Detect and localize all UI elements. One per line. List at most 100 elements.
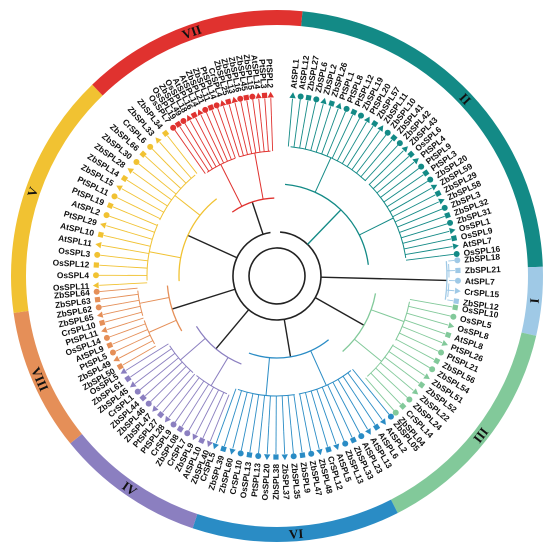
leaf-marker-triangle [449, 228, 456, 235]
branch [218, 394, 230, 420]
tip-branch [427, 345, 439, 352]
leaf-marker-circle [343, 105, 350, 112]
tip-branch [367, 130, 380, 148]
branch [268, 395, 271, 426]
branch [175, 146, 198, 174]
branch [293, 394, 300, 431]
branch [375, 367, 399, 390]
clade-numeral: VII [180, 22, 203, 43]
leaf-marker-triangle [316, 448, 323, 456]
leaf-label: OsSPL16 [463, 244, 501, 258]
tip-branch [418, 350, 435, 360]
branch [184, 380, 205, 409]
tip-branch [351, 121, 367, 147]
leaf-marker-circle [133, 158, 140, 165]
leaf-marker-square [246, 451, 253, 458]
ring-segment-viii [13, 310, 82, 444]
tip-branch [330, 108, 339, 128]
tip-branch [312, 421, 320, 450]
leaf-marker-square [243, 94, 250, 101]
branch [209, 389, 220, 408]
subclade-stem [254, 152, 264, 200]
branch [383, 190, 401, 203]
leaf-marker-triangle [95, 242, 102, 249]
branch [134, 334, 151, 343]
branch [246, 393, 254, 424]
tip-branch [427, 223, 448, 231]
branch [166, 365, 187, 386]
leaf-marker-triangle [363, 116, 370, 124]
branch [237, 135, 244, 156]
tip-branch [333, 414, 345, 442]
leaf-marker-circle [109, 349, 116, 356]
leaf-marker-triangle [100, 222, 107, 229]
branch [209, 145, 221, 166]
branch [401, 229, 429, 239]
tip-branch [373, 139, 393, 162]
tip-branch [112, 206, 139, 219]
tip-branch [424, 317, 449, 326]
tip-branch [150, 385, 168, 402]
leaf-marker-square [399, 402, 407, 410]
leaf-marker-triangle [101, 326, 108, 333]
tip-branch [188, 410, 201, 431]
tip-branch [100, 296, 117, 300]
clade-node-arc [444, 261, 448, 300]
clade-stem [251, 201, 264, 235]
tip-branch [112, 337, 128, 345]
leaf-marker-triangle [438, 198, 445, 205]
subclade-stem [359, 217, 394, 236]
tip-branch [156, 384, 178, 408]
branch [151, 343, 169, 355]
tip-branch [342, 400, 361, 434]
tip-branch [121, 188, 147, 203]
branch [327, 384, 344, 418]
subclade-stem [354, 338, 382, 362]
leaf-marker-triangle [454, 287, 461, 294]
leaf-marker-triangle [231, 96, 238, 104]
leaf-label: OsSPL12 [52, 257, 90, 269]
tip-branch [118, 353, 129, 359]
leaf-label: ZbSPL37 [280, 464, 292, 501]
leaf-marker-triangle [335, 102, 342, 110]
leaf-marker-triangle [289, 92, 296, 99]
tip-branch [428, 327, 446, 335]
leaf-marker-circle [147, 143, 154, 150]
ring-segment-vii [92, 10, 303, 96]
branch [134, 206, 161, 220]
root-center-arc [248, 247, 306, 305]
branch [364, 159, 385, 181]
leaf-marker-triangle [441, 339, 448, 346]
branch [187, 148, 206, 174]
branch [225, 388, 237, 418]
tip-branch [126, 179, 140, 189]
branch [315, 119, 327, 153]
branch [405, 255, 440, 261]
leaf-marker-square [422, 169, 430, 177]
tip-branch [316, 411, 329, 447]
branch [119, 282, 148, 285]
leaf-marker-square [444, 212, 451, 219]
leaf-marker-circle [427, 176, 434, 183]
tip-branch [174, 407, 186, 423]
leaf-marker-triangle [92, 282, 99, 289]
leaf-label: OsSPL11 [53, 281, 90, 293]
tip-branch [104, 317, 121, 323]
leaf-marker-circle [170, 421, 177, 428]
leaf-marker-square [349, 436, 357, 444]
tip-branch [264, 98, 268, 131]
leaf-marker-triangle [255, 92, 262, 99]
leaf-marker-circle [237, 95, 244, 102]
tip-branch [385, 400, 395, 411]
tip-branch [447, 299, 454, 302]
leaf-marker-square [97, 231, 104, 238]
leaf-marker-square [452, 304, 459, 311]
tip-branch [404, 361, 425, 376]
tip-branch [266, 425, 270, 454]
branch [129, 323, 146, 331]
subclade-stem [310, 350, 327, 386]
tip-branch [428, 208, 443, 215]
leaf-label: ZbSPL64 [54, 287, 91, 300]
leaf-marker-circle [387, 413, 394, 420]
branch [299, 128, 304, 149]
